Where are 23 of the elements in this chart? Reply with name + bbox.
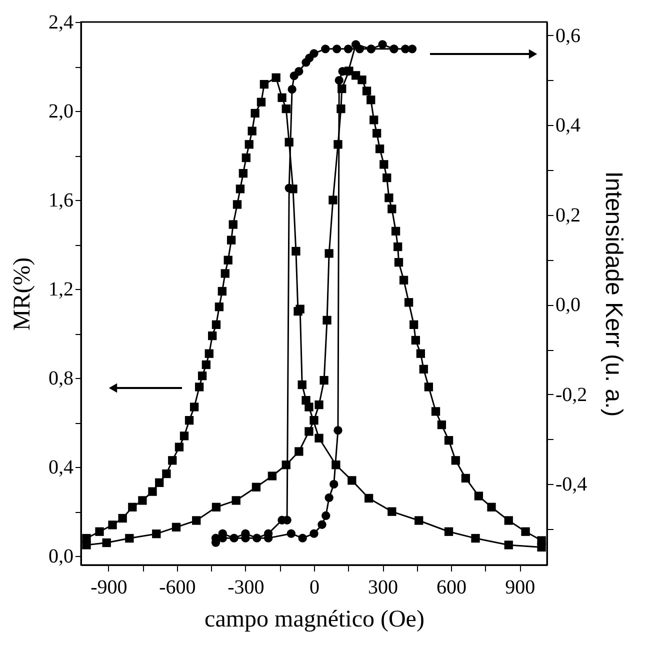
y2-tick-label: 0,4 (556, 114, 580, 137)
y-tick-label: 2,4 (48, 12, 74, 34)
y2-tick-label: -0,4 (556, 474, 588, 496)
y2-tick-label: 0,0 (556, 294, 580, 316)
x-tick-label: 900 (505, 576, 536, 598)
y-tick-label: 1,6 (48, 190, 74, 212)
y-tick-label: 0,8 (48, 368, 74, 390)
x-axis-title: campo magnético (Oe) (204, 606, 424, 632)
y-axis-title: MR(%) (10, 257, 36, 331)
y-tick-label: 0,0 (48, 546, 74, 568)
x-tick-label: 600 (436, 576, 467, 598)
x-tick-label: -600 (159, 576, 196, 598)
y2-tick-label: 0,2 (556, 204, 580, 226)
x-tick-label: 300 (368, 576, 398, 598)
y-tick-label: 1,2 (48, 278, 74, 301)
y-tick-label: 2,0 (48, 100, 74, 123)
y-tick-label: 0,4 (48, 456, 74, 479)
x-tick-label: -300 (228, 576, 264, 598)
y2-tick-label: 0,6 (556, 24, 580, 47)
y2-tick-label: -0,2 (556, 384, 588, 406)
y2-axis-title: Intensidade Kerr (u. a.) (600, 171, 628, 417)
x-tick-label: 0 (310, 576, 320, 598)
x-tick-label: -900 (90, 576, 128, 598)
